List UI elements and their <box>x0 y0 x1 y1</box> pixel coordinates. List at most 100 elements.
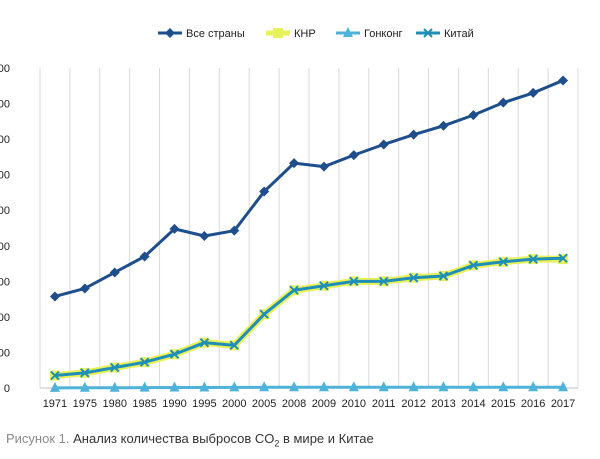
data-point <box>49 291 60 302</box>
line-chart: Все страны КНР Гонконг Китай 0 2 000 4 000 6 0… <box>0 27 579 410</box>
data-point <box>169 381 180 392</box>
marker-stroke <box>139 357 150 367</box>
legend-item: Гонконг <box>336 27 403 40</box>
marker-stroke <box>379 276 389 287</box>
data-point <box>468 110 479 121</box>
legend-marker <box>165 28 175 38</box>
y-tick-label: 4 000 <box>0 312 10 324</box>
marker-stroke <box>423 28 433 38</box>
data-point <box>199 337 210 348</box>
data-point <box>468 260 479 271</box>
legend-marker <box>273 28 283 38</box>
y-tick-label: 16 000 <box>0 99 10 111</box>
marker-stroke <box>528 254 538 264</box>
marker-stroke <box>259 309 269 319</box>
x-tick-label: 2010 <box>342 398 366 410</box>
marker-stroke <box>438 271 449 281</box>
data-point <box>498 257 508 267</box>
marker-stroke <box>110 362 120 373</box>
data-point <box>139 381 150 392</box>
data-point <box>498 97 509 108</box>
data-point <box>438 271 449 281</box>
caption-prefix: Рисунок 1. <box>6 431 70 446</box>
data-point <box>110 362 120 373</box>
data-point <box>318 161 329 172</box>
data-point <box>438 381 449 392</box>
data-point <box>259 186 270 197</box>
data-point <box>289 381 300 392</box>
data-point <box>109 267 120 278</box>
data-point <box>109 381 120 392</box>
marker-stroke <box>498 257 508 267</box>
legend-marker <box>343 27 353 37</box>
x-tick-label: 1975 <box>73 398 97 410</box>
series-3 <box>50 253 568 381</box>
data-point <box>408 273 419 283</box>
data-point <box>229 340 239 351</box>
caption-subscript: 2 <box>274 438 280 449</box>
x-tick-label: 2005 <box>252 398 276 410</box>
data-point <box>50 370 60 381</box>
marker-stroke <box>558 253 568 263</box>
data-point <box>378 139 389 150</box>
data-point <box>199 231 210 241</box>
legend-label: Гонконг <box>364 28 403 40</box>
legend-item: КНР <box>266 28 316 40</box>
series-line <box>54 385 564 390</box>
data-point <box>289 285 299 295</box>
chart-ticks: 0 2 000 4 000 6 000 8 000 10 000 12 000 14 000 1… <box>0 63 575 410</box>
series-line <box>54 79 564 298</box>
chart-series <box>49 75 569 392</box>
y-tick-label: 6 000 <box>0 276 10 288</box>
x-tick-label: 2011 <box>372 398 396 410</box>
caption-text: Анализ количества выбросов CO <box>73 431 275 446</box>
y-tick-label: 8 000 <box>0 241 10 253</box>
data-point <box>528 87 539 98</box>
chart-legend: Все страны КНР Гонконг Китай <box>158 27 474 40</box>
data-point <box>528 254 538 264</box>
legend-label: КНР <box>294 28 316 40</box>
data-point <box>289 158 300 169</box>
x-tick-label: 2014 <box>461 398 485 410</box>
data-point <box>558 75 569 86</box>
data-point <box>139 251 150 262</box>
marker-stroke <box>80 368 90 378</box>
data-point <box>259 381 270 392</box>
marker-stroke <box>468 260 479 271</box>
x-tick-label: 1990 <box>162 398 186 410</box>
data-point <box>79 283 90 294</box>
legend-item: Китай <box>416 28 474 40</box>
caption-text-end: в мире и Китае <box>279 431 374 446</box>
x-tick-label: 2000 <box>222 398 246 410</box>
series-2 <box>49 381 569 392</box>
y-tick-label: 12 000 <box>0 170 10 182</box>
marker-stroke <box>319 281 329 291</box>
y-tick-label: 18 000 <box>0 63 10 75</box>
marker-stroke <box>199 337 210 348</box>
figure-caption: Рисунок 1. Анализ количества выбросов CO… <box>6 431 374 449</box>
data-point <box>259 309 269 319</box>
marker-stroke <box>229 340 239 351</box>
y-tick-label: 10 000 <box>0 205 10 217</box>
legend-label: Все страны <box>186 28 245 40</box>
marker-stroke <box>408 273 419 283</box>
x-tick-label: 2015 <box>491 398 515 410</box>
data-point <box>528 381 539 392</box>
y-tick-label: 2 000 <box>0 347 10 359</box>
data-point <box>139 357 150 367</box>
data-point <box>80 368 90 378</box>
series-line <box>54 256 564 378</box>
legend-label: Китай <box>444 28 474 40</box>
data-point <box>348 381 359 392</box>
data-point <box>49 381 60 392</box>
x-tick-label: 1985 <box>132 398 156 410</box>
data-point <box>169 349 180 359</box>
x-tick-label: 1980 <box>102 398 126 410</box>
legend-item: Все страны <box>158 28 245 40</box>
chart-grid <box>39 68 579 388</box>
marker-stroke <box>349 276 359 287</box>
data-point <box>199 381 210 392</box>
data-point <box>348 150 359 161</box>
data-point <box>558 381 569 392</box>
data-point <box>169 223 180 234</box>
